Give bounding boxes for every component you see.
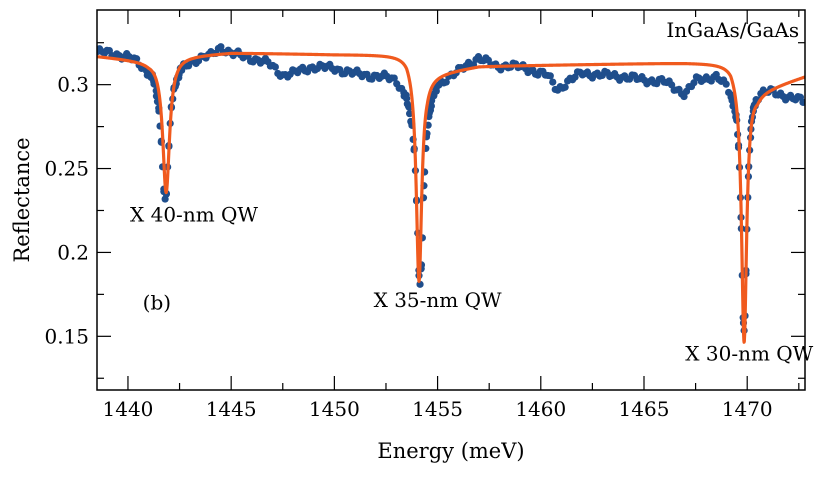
data-point bbox=[690, 79, 698, 87]
annotations: InGaAs/GaAs X 40-nm QW X 35-nm QW X 30-nm Q… bbox=[130, 18, 814, 366]
y-axis-title: Reflectance bbox=[10, 137, 34, 262]
series-fit-line bbox=[97, 51, 805, 344]
data-point bbox=[549, 78, 557, 86]
x-tick-label: 1465 bbox=[619, 397, 670, 421]
data-point bbox=[406, 110, 414, 118]
x-tick-label: 1445 bbox=[206, 397, 257, 421]
data-point bbox=[442, 78, 450, 86]
data-point bbox=[271, 63, 279, 71]
data-point bbox=[727, 91, 735, 99]
data-point bbox=[668, 81, 676, 89]
x-tick-labels: 1440 1445 1450 1455 1460 1465 1470 bbox=[103, 397, 773, 421]
annotation-label: InGaAs/GaAs bbox=[666, 18, 799, 42]
x-tick-label: 1470 bbox=[722, 397, 773, 421]
x-tick-label: 1460 bbox=[515, 397, 566, 421]
data-point bbox=[390, 74, 398, 82]
annotation-label: (b) bbox=[143, 290, 171, 314]
y-tick-label: 0.15 bbox=[44, 324, 89, 348]
x-tick-label: 1450 bbox=[309, 397, 360, 421]
axis-ticks bbox=[97, 10, 805, 390]
data-point bbox=[427, 102, 435, 110]
annotation-label: X 30-nm QW bbox=[685, 342, 813, 366]
annotation-label: X 40-nm QW bbox=[130, 202, 258, 226]
data-point bbox=[432, 87, 440, 95]
y-tick-label: 0.25 bbox=[44, 157, 89, 181]
data-point bbox=[561, 83, 569, 91]
x-axis-title: Energy (meV) bbox=[377, 439, 524, 463]
data-point bbox=[799, 98, 805, 106]
data-point bbox=[403, 94, 411, 103]
x-tick-label: 1455 bbox=[412, 397, 463, 421]
y-tick-label: 0.2 bbox=[57, 240, 89, 264]
data-point bbox=[722, 80, 730, 88]
y-tick-label: 0.3 bbox=[57, 73, 89, 97]
x-tick-label: 1440 bbox=[103, 397, 154, 421]
data-point bbox=[217, 43, 225, 51]
data-point bbox=[546, 72, 554, 80]
y-tick-labels: 0.15 0.2 0.25 0.3 bbox=[44, 73, 89, 349]
annotation-label: X 35-nm QW bbox=[374, 288, 502, 312]
plot-frame bbox=[96, 9, 806, 391]
data-point bbox=[405, 103, 413, 111]
